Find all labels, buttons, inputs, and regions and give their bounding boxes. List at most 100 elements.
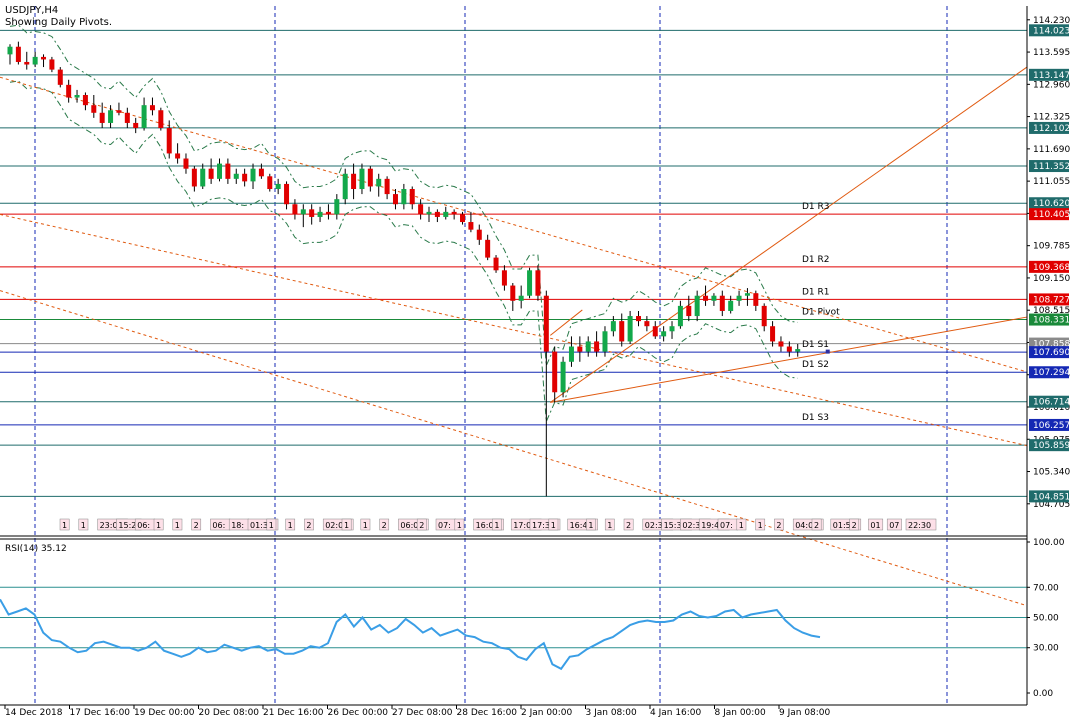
time-marker-label: 06:00 xyxy=(400,521,423,530)
time-marker-label: 06: xyxy=(137,521,150,530)
time-marker-label: 01:30 xyxy=(250,521,273,530)
price-label-box xyxy=(1029,293,1069,306)
candle-body xyxy=(141,105,147,129)
candle-body xyxy=(778,341,784,347)
pivot-label: D1 S3 xyxy=(802,413,829,423)
time-tick-label: 8 Jan 00:00 xyxy=(715,708,767,718)
candle-body xyxy=(317,211,323,217)
candle-body xyxy=(652,326,658,337)
pivot-labels: D1 R3 D1 R2 D1 R1 D1 Pivot D1 S1 D1 S2 D1 S3 xyxy=(802,202,840,423)
time-marker-box xyxy=(285,518,296,531)
pivot-label: D1 R3 xyxy=(802,202,830,212)
pivot-label: D1 S1 xyxy=(802,340,829,350)
candle-body xyxy=(619,321,625,342)
time-marker-label: 2 xyxy=(626,521,631,530)
channel-upper xyxy=(0,76,1028,373)
time-marker-box xyxy=(341,518,352,531)
candle-body xyxy=(24,61,30,65)
time-marker-box xyxy=(454,518,465,531)
time-marker-label: 1 xyxy=(739,521,744,530)
time-tick-label: 17 Dec 16:00 xyxy=(70,708,131,718)
price-label-box xyxy=(1029,439,1069,452)
price-tick-label: 106.610 xyxy=(1033,403,1070,413)
candle-body xyxy=(661,331,667,337)
time-marker-label: 2 xyxy=(852,521,857,530)
price-label-value: 107.294 xyxy=(1033,368,1070,378)
time-marker-label: 07: xyxy=(720,521,733,530)
rsi-tick-label: 30.00 xyxy=(1033,644,1059,654)
candle-body xyxy=(711,295,717,301)
price-label-box xyxy=(1029,490,1069,503)
price-axis: 114.230 113.595 112.960 112.325 111.690 111.0… xyxy=(1027,16,1070,510)
candle-body xyxy=(460,214,466,223)
candle-body xyxy=(124,112,130,123)
pivot-label: D1 R2 xyxy=(802,255,830,265)
price-label-value: 109.368 xyxy=(1033,263,1070,273)
time-marker-box xyxy=(304,518,314,531)
trend-lines[interactable] xyxy=(0,66,1028,607)
candle-body xyxy=(15,46,21,62)
rsi-panel: RSI(14) 35.12 100.00 70.00 50.00 30.00 0.00 xyxy=(0,538,1065,699)
time-marker-label: 16:45 xyxy=(570,521,593,530)
channel-lower xyxy=(0,290,1028,607)
price-label-box xyxy=(1029,313,1069,326)
time-marker-box xyxy=(529,518,561,531)
price-label-value: 105.859 xyxy=(1033,441,1070,451)
candle-body xyxy=(334,199,340,215)
time-marker-label: 1 xyxy=(551,521,556,530)
time-marker-label: 1 xyxy=(588,521,593,530)
time-axis: 14 Dec 2018 17 Dec 16:00 19 Dec 00:00 20 De… xyxy=(4,705,831,718)
time-marker-label: 01:50 xyxy=(833,521,856,530)
candle-body xyxy=(49,59,55,70)
trend-up-steep xyxy=(550,66,1028,403)
current-price-marker xyxy=(825,349,830,354)
time-marker-label: 1 xyxy=(156,521,161,530)
pivot-label: D1 Pivot xyxy=(802,308,840,318)
candle-body xyxy=(644,321,650,327)
time-marker-label: 1 xyxy=(758,521,763,530)
candle-body xyxy=(250,168,256,182)
candle-body xyxy=(736,295,742,301)
rsi-tick-label: 70.00 xyxy=(1033,583,1059,593)
time-marker-box xyxy=(379,518,390,531)
time-marker-label: 07 xyxy=(889,521,899,530)
rsi-title: RSI(14) 35.12 xyxy=(5,544,67,554)
time-marker-box xyxy=(586,518,596,531)
time-marker-box xyxy=(492,518,502,531)
candle-body xyxy=(292,204,298,215)
price-label-box xyxy=(1029,418,1069,431)
candle-body xyxy=(116,110,122,113)
candle-body xyxy=(309,209,315,217)
candle-body xyxy=(149,105,155,111)
time-marker-label: 1 xyxy=(363,521,368,530)
vertical-grid xyxy=(34,6,948,705)
candle-body xyxy=(351,173,357,190)
candle-body xyxy=(686,305,692,317)
price-label-box xyxy=(1029,160,1069,173)
time-marker-label: 2 xyxy=(382,521,387,530)
candle-body xyxy=(761,305,767,327)
candle-body xyxy=(217,163,222,179)
candle-body xyxy=(610,321,616,332)
price-label-box xyxy=(1029,24,1069,37)
candle-body xyxy=(158,110,164,129)
time-marker-box xyxy=(360,518,371,531)
time-marker-label: 02:00 xyxy=(325,521,348,530)
price-label-box xyxy=(1029,121,1069,134)
time-marker-box xyxy=(774,518,784,531)
candle-body xyxy=(510,285,516,301)
price-label-value: 111.352 xyxy=(1033,162,1070,172)
time-marker-label: 1 xyxy=(344,521,349,530)
time-marker-box xyxy=(905,518,937,531)
candle-body xyxy=(208,168,214,179)
price-label-box xyxy=(1029,395,1069,408)
time-marker-label: 1 xyxy=(607,521,612,530)
candle-body xyxy=(133,122,139,129)
horizontal-levels xyxy=(0,29,1027,497)
candle-body xyxy=(552,351,558,393)
candle-body xyxy=(426,211,432,215)
candle-body xyxy=(728,300,734,311)
time-tick-label: 3 Jan 08:00 xyxy=(586,708,638,718)
